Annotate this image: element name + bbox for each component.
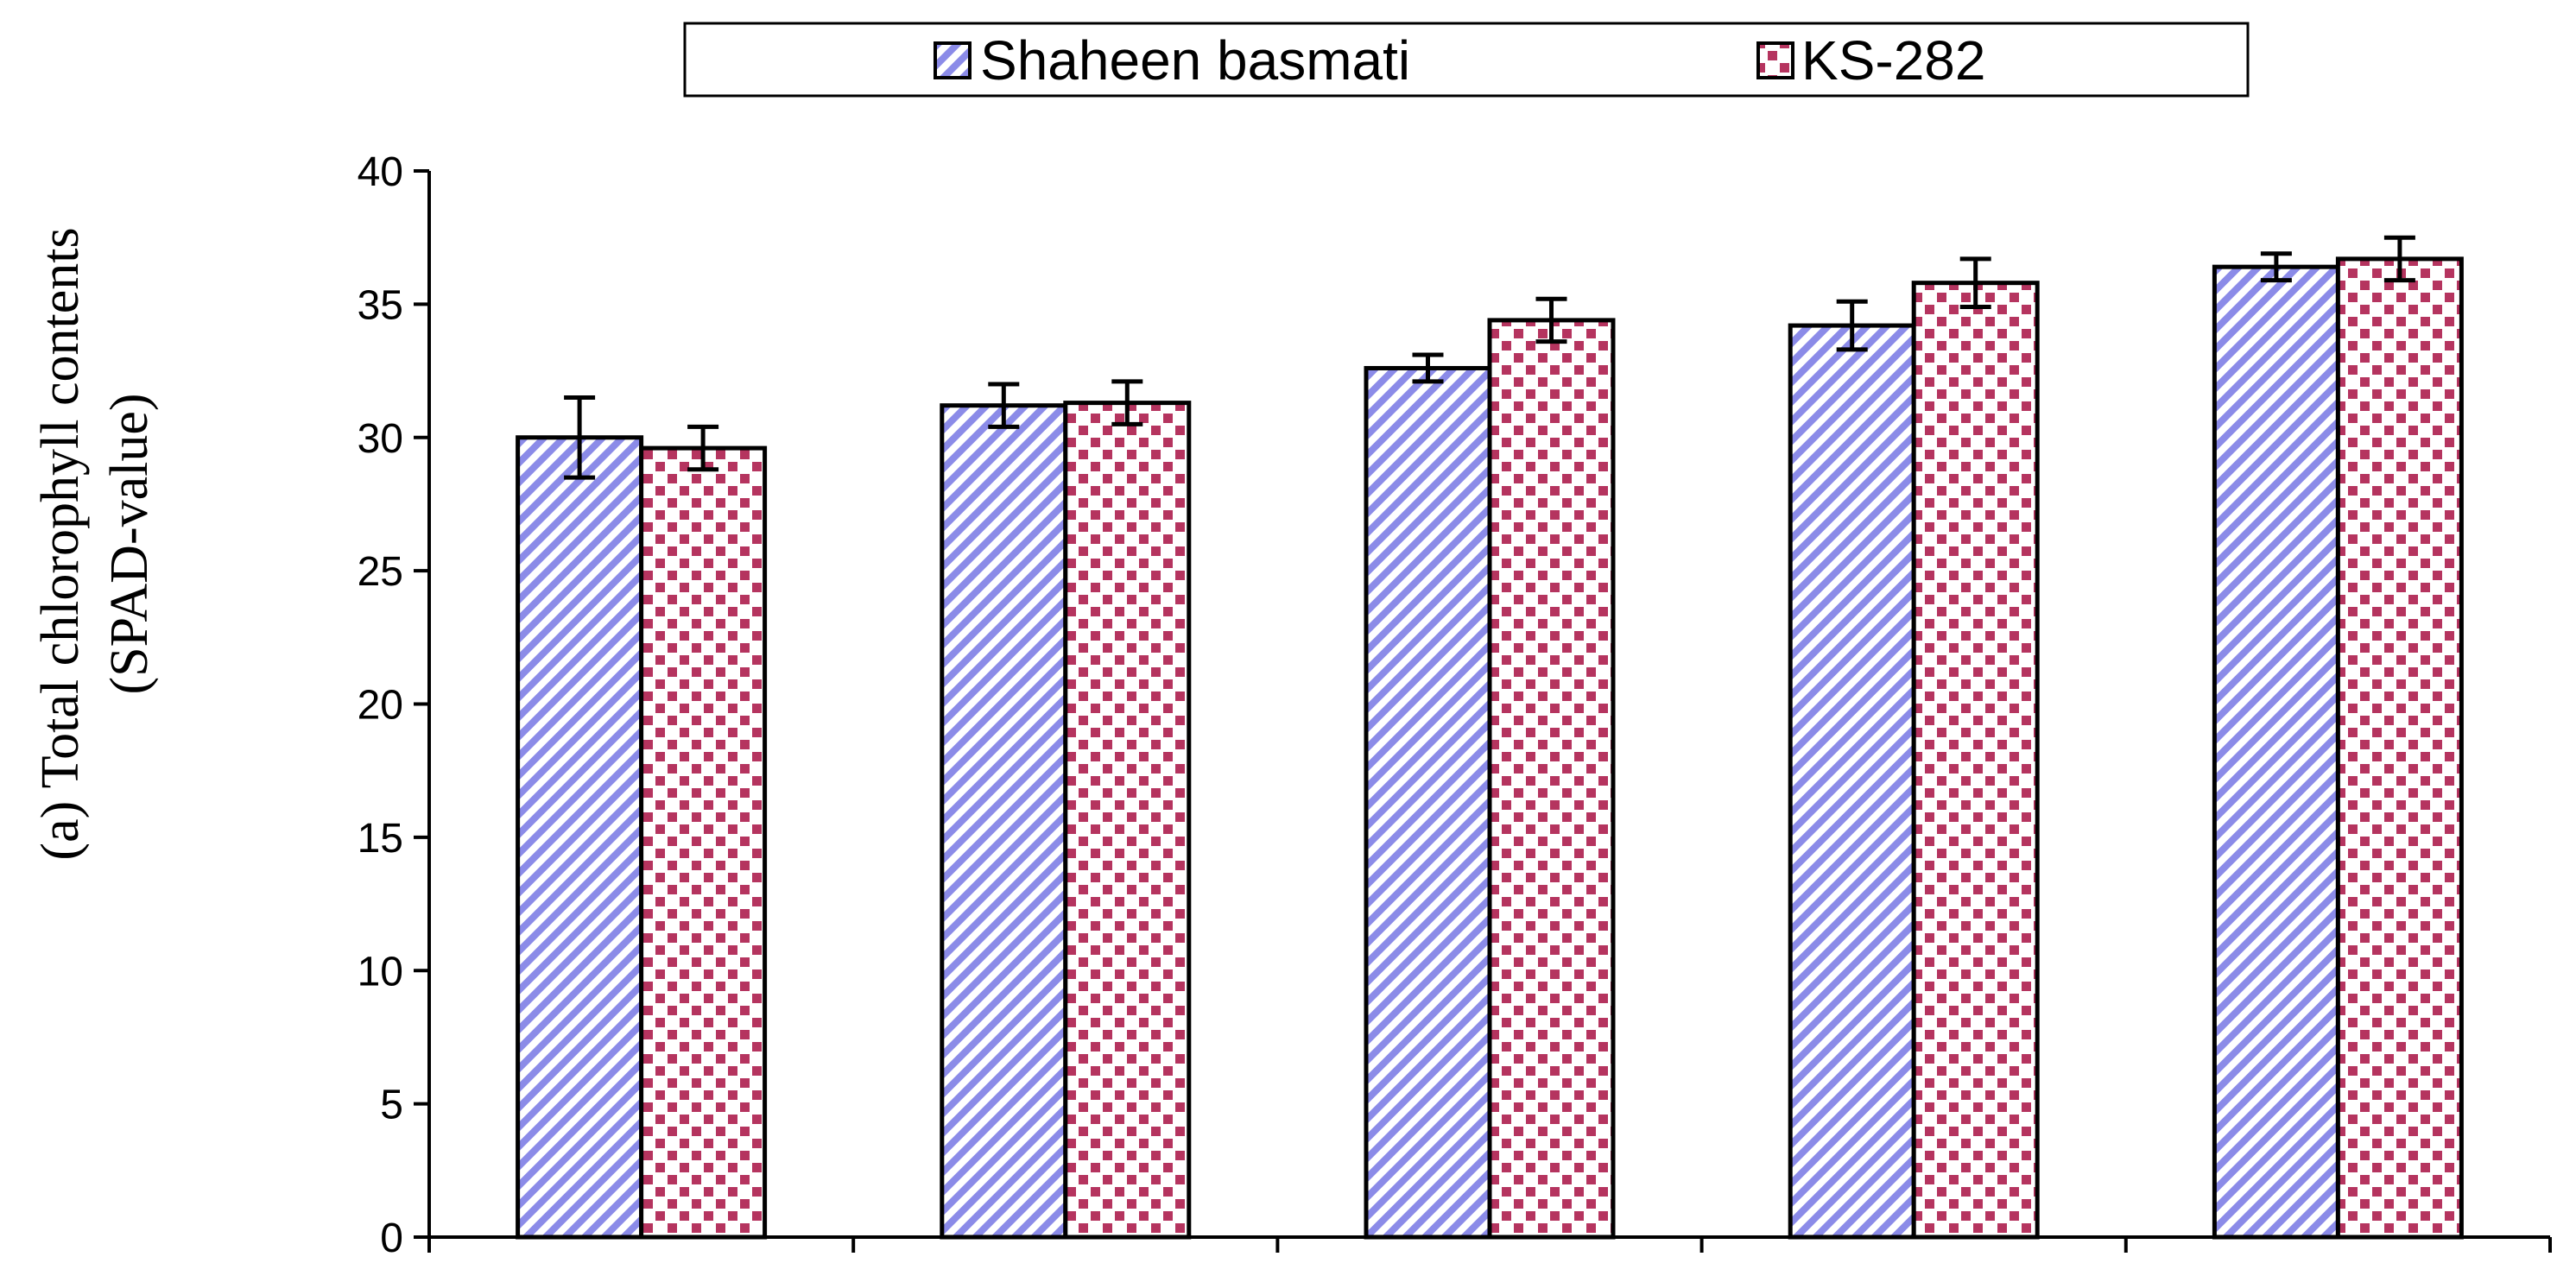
y-tick-label: 30	[358, 416, 403, 462]
y-axis-label: (a) Total chlorophyll contents (SPAD-val…	[31, 227, 159, 860]
y-tick-label: 10	[358, 949, 403, 995]
bar-shaheen-basmati	[2212, 264, 2340, 1240]
legend-label-shaheen-basmati: Shaheen basmati	[980, 29, 1410, 92]
legend: Shaheen basmati KS-282	[683, 22, 2250, 98]
bar-ks-282	[2335, 256, 2464, 1240]
error-bars	[564, 235, 2415, 480]
y-tick-label: 0	[380, 1216, 403, 1261]
legend-swatch-ks-282	[1756, 41, 1794, 79]
legend-label-ks-282: KS-282	[1801, 29, 1985, 92]
y-tick-label: 35	[358, 282, 403, 328]
bar-shaheen-basmati	[1788, 323, 1916, 1240]
error-bar	[1111, 379, 1143, 426]
bar-ks-282	[1911, 281, 2040, 1240]
y-axis-label-line1: (a) Total chlorophyll contents	[31, 227, 90, 860]
error-bar	[564, 395, 596, 480]
error-bar	[988, 382, 1020, 429]
error-bar	[1836, 299, 1868, 352]
x-ticks	[427, 1237, 2552, 1253]
bar-shaheen-basmati	[1364, 365, 1492, 1240]
bar-ks-282	[1063, 401, 1192, 1240]
error-bar	[2383, 235, 2415, 283]
y-tick-label: 5	[380, 1083, 403, 1128]
legend-swatch-shaheen-basmati	[934, 41, 972, 79]
y-tick-label: 20	[358, 683, 403, 729]
y-ticks: 0 5 10 15 20 25 30 35 40	[358, 149, 429, 1261]
bar-ks-282	[639, 445, 768, 1240]
bar-shaheen-basmati	[940, 403, 1068, 1240]
error-bar	[1535, 296, 1567, 344]
error-bar	[1959, 256, 1991, 309]
bar-shaheen-basmati	[516, 435, 644, 1240]
legend-box	[683, 22, 2250, 98]
y-tick-label: 25	[358, 549, 403, 595]
error-bar	[2260, 251, 2292, 283]
error-bar	[1412, 352, 1444, 384]
bar-ks-282	[1487, 318, 1616, 1240]
bars	[516, 256, 2464, 1240]
error-bar	[687, 424, 719, 472]
y-axis-label-line2: (SPAD-value)	[100, 393, 159, 694]
y-tick-label: 15	[358, 816, 403, 862]
y-tick-label: 40	[358, 149, 403, 195]
